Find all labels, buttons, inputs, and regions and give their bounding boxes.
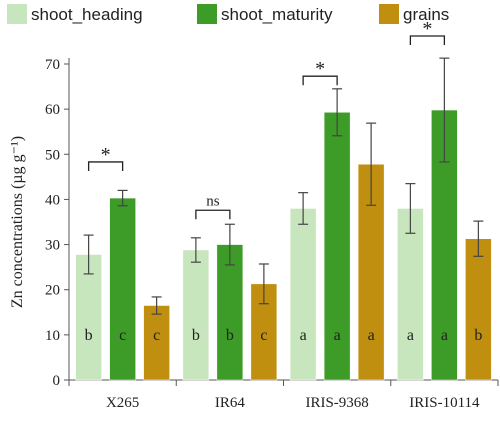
x-tick-label: X265 bbox=[106, 395, 139, 411]
significance-label: * bbox=[101, 144, 111, 166]
y-tick-label: 60 bbox=[45, 102, 60, 118]
bar bbox=[216, 244, 244, 381]
significance-letter: a bbox=[368, 327, 375, 344]
y-tick-label: 40 bbox=[45, 192, 60, 208]
significance-letter: c bbox=[119, 327, 126, 344]
bar bbox=[75, 254, 102, 381]
x-tick-label: IRIS-9368 bbox=[305, 395, 368, 411]
significance-bracket bbox=[409, 35, 446, 46]
bar bbox=[182, 249, 210, 381]
bar bbox=[109, 197, 136, 381]
y-tick-label: 10 bbox=[45, 328, 60, 344]
significance-bracket bbox=[87, 161, 124, 171]
y-tick-label: 50 bbox=[45, 147, 60, 163]
legend-label: shoot_maturity bbox=[221, 5, 333, 24]
legend-swatch bbox=[379, 4, 399, 24]
significance-bracket bbox=[302, 75, 338, 86]
legend-swatch bbox=[197, 4, 217, 24]
significance-letter: a bbox=[407, 327, 414, 344]
bar bbox=[465, 238, 492, 381]
legend-label: shoot_heading bbox=[31, 5, 143, 24]
y-tick-label: 30 bbox=[45, 238, 60, 254]
y-tick-label: 0 bbox=[53, 373, 61, 389]
significance-letter: a bbox=[334, 327, 341, 344]
significance-letter: c bbox=[260, 327, 267, 344]
bar bbox=[289, 208, 317, 381]
significance-letter: b bbox=[192, 327, 200, 344]
legend-label: grains bbox=[403, 5, 449, 24]
significance-letter: c bbox=[153, 327, 160, 344]
bar bbox=[323, 112, 351, 381]
y-axis-label: Zn concentrations (µg g⁻¹) bbox=[9, 136, 26, 308]
significance-letter: b bbox=[85, 327, 93, 344]
significance-label: ns bbox=[206, 193, 220, 209]
y-tick-label: 70 bbox=[45, 57, 60, 73]
significance-letter: b bbox=[474, 327, 482, 344]
significance-label: * bbox=[422, 18, 432, 40]
significance-label: * bbox=[315, 58, 325, 80]
bar bbox=[397, 208, 424, 381]
significance-letter: a bbox=[300, 327, 307, 344]
x-tick-label: IRIS-10114 bbox=[409, 395, 480, 411]
significance-bracket bbox=[195, 209, 231, 220]
significance-letter: a bbox=[441, 327, 448, 344]
legend-swatch bbox=[7, 4, 27, 24]
x-tick-label: IR64 bbox=[215, 395, 246, 411]
y-tick-label: 20 bbox=[45, 283, 60, 299]
significance-letter: b bbox=[226, 327, 234, 344]
